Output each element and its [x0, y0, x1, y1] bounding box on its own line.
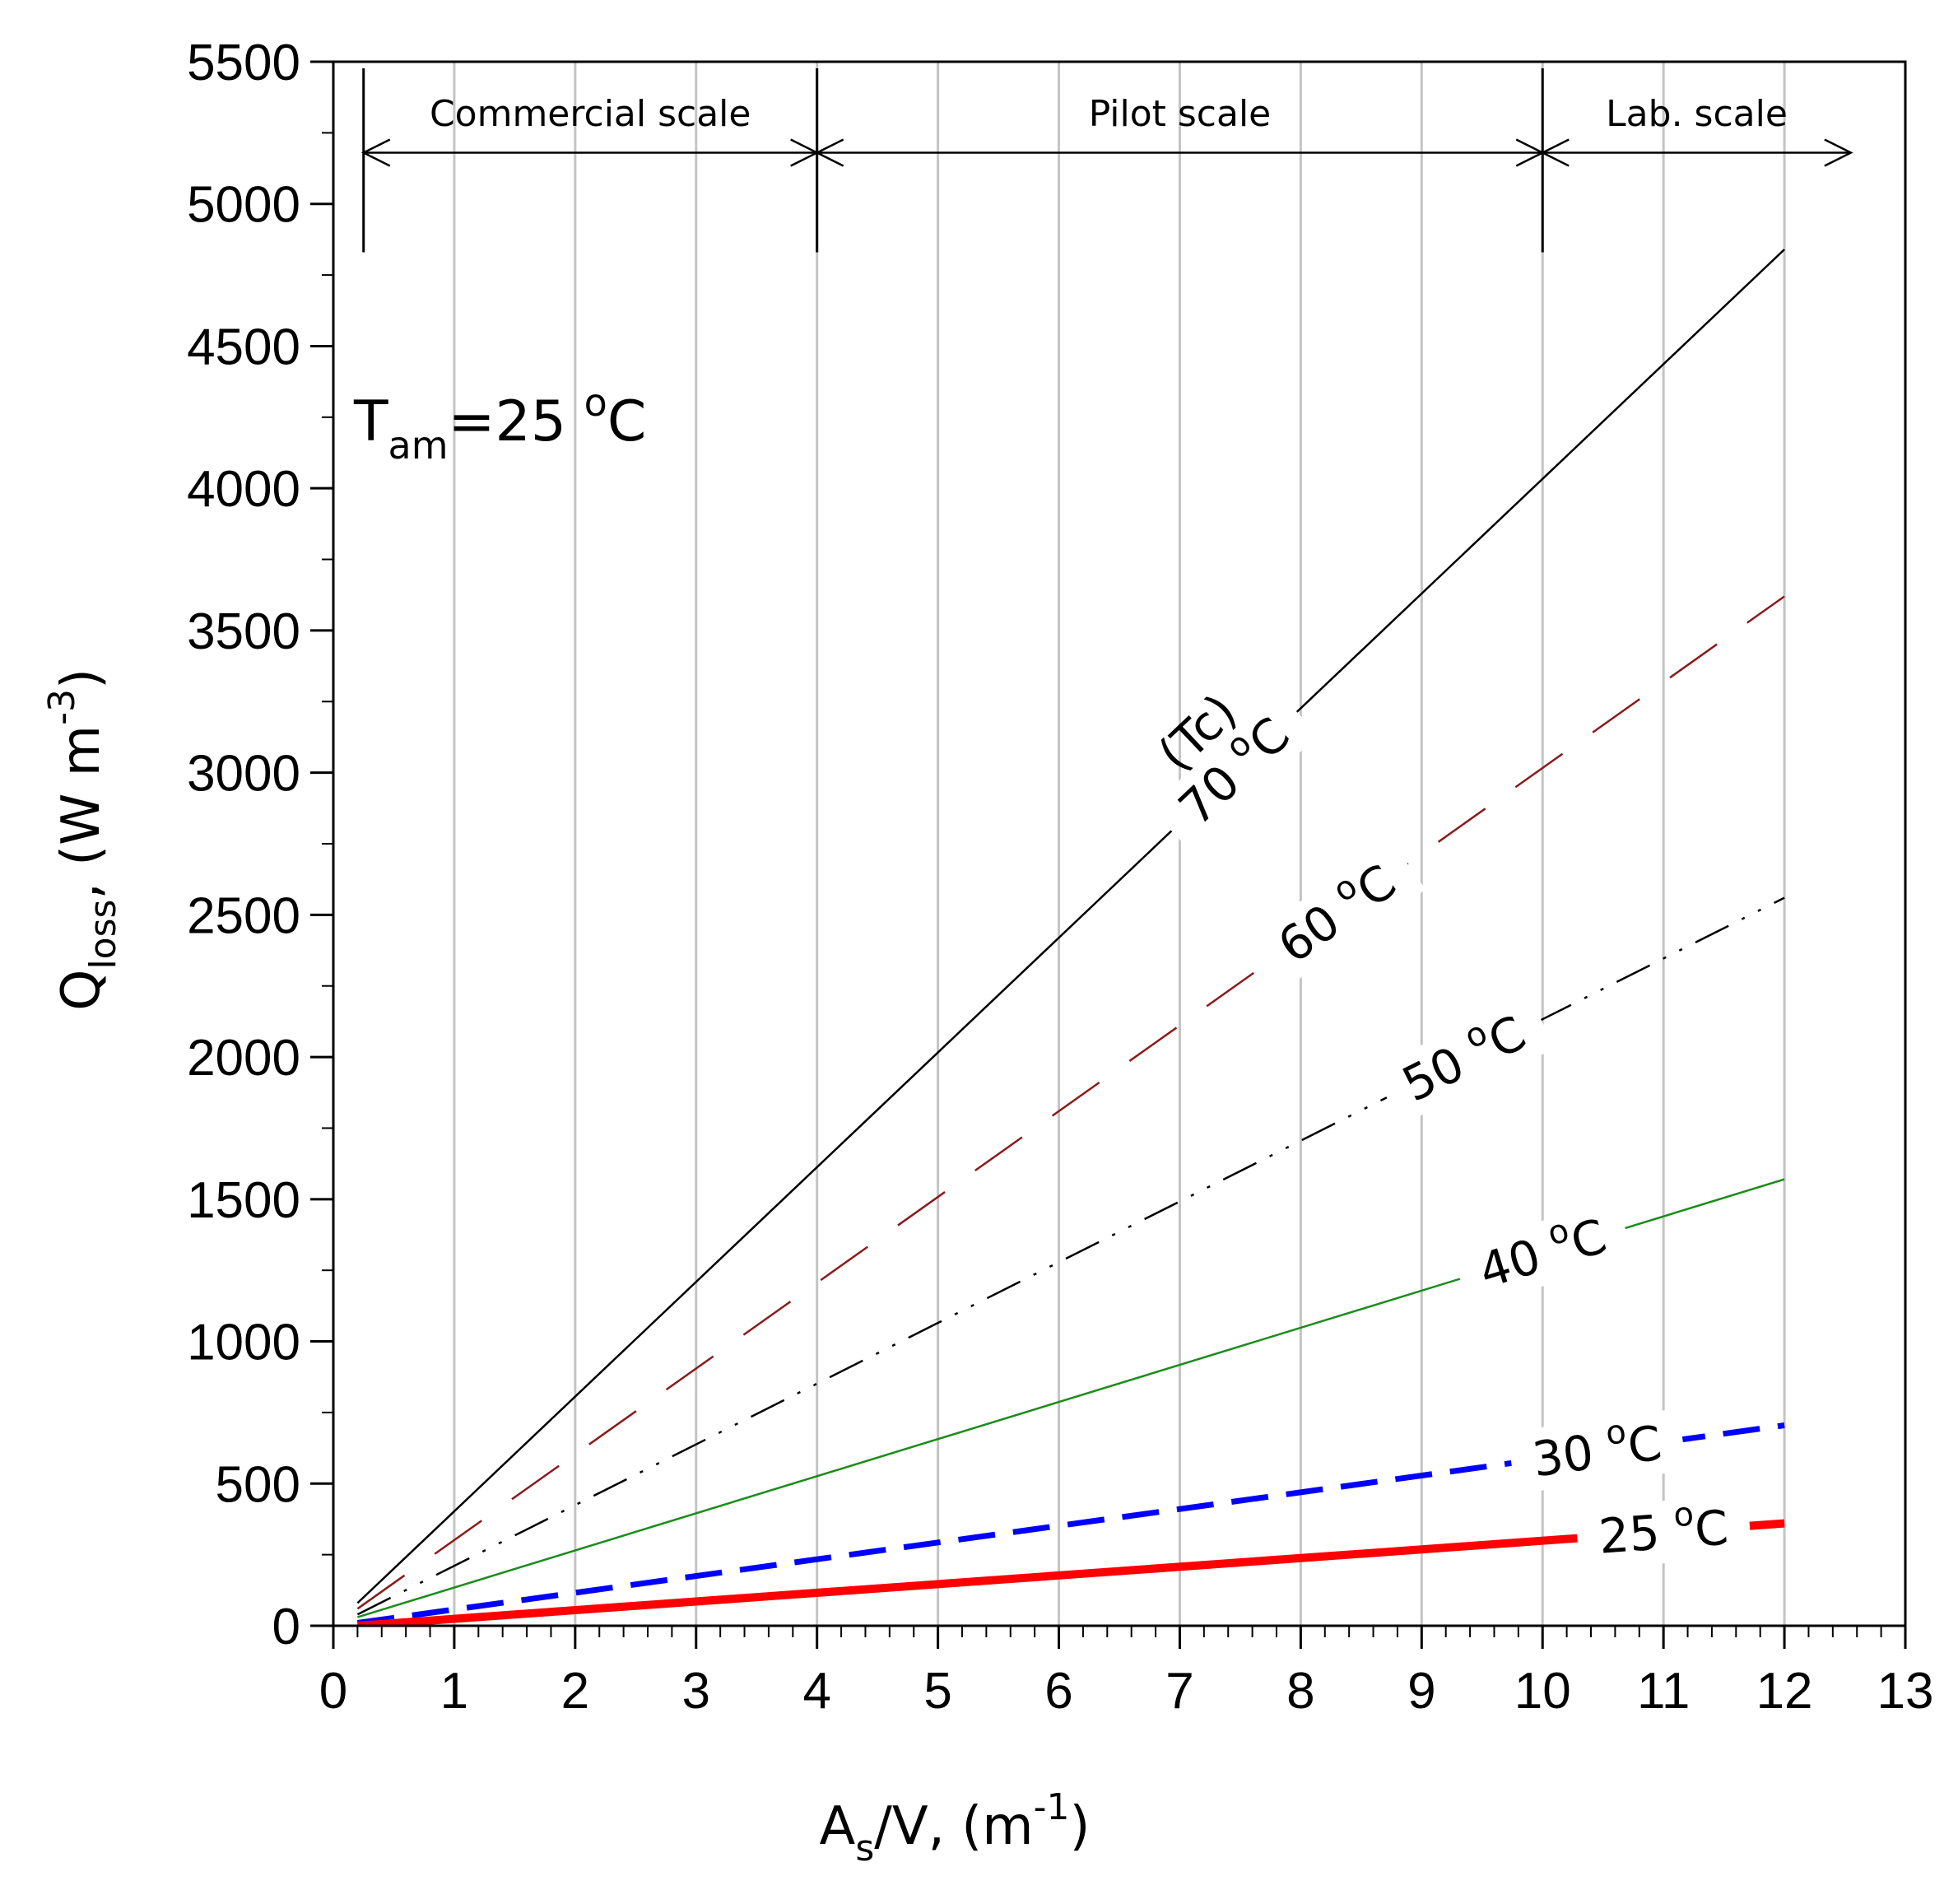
y-tick-label-0: 0: [272, 1599, 300, 1655]
curve-label-30c: 30 oC: [1528, 1408, 1665, 1488]
label-bg-40c: [1450, 1198, 1635, 1309]
x-tick-label-10: 10: [1514, 1663, 1571, 1720]
ambient-temperature-annotation: Tam=25 oC: [353, 380, 646, 468]
series-line-70c: [356, 249, 1785, 1604]
y-tick-label-3000: 3000: [187, 746, 300, 803]
x-tick-label-12: 12: [1756, 1663, 1813, 1720]
x-tick-label-9: 9: [1407, 1663, 1435, 1720]
label-bg-70c: [1150, 689, 1319, 854]
x-tick-label-3: 3: [682, 1663, 710, 1720]
y-tick-label-5500: 5500: [187, 35, 300, 91]
y-axis-title: Qloss, (W m-3): [41, 668, 124, 1011]
y-tick-label-2500: 2500: [187, 887, 300, 944]
series-line-30c: [356, 1422, 1785, 1626]
series-line-50c: [356, 896, 1785, 1616]
x-tick-label-6: 6: [1044, 1663, 1072, 1720]
x-tick-label-2: 2: [561, 1663, 589, 1720]
y-tick-label-1000: 1000: [187, 1315, 300, 1371]
x-tick-label-1: 1: [440, 1663, 468, 1720]
label-backgrounds: [1150, 689, 1752, 1570]
label-bg-30c: [1507, 1408, 1687, 1495]
region-label-commercial-scale: Commercial scale: [430, 93, 751, 135]
x-tick-label-4: 4: [802, 1663, 830, 1720]
y-tick-label-3500: 3500: [187, 603, 300, 660]
x-tick-label-5: 5: [923, 1663, 951, 1720]
series-line-60c: [356, 595, 1785, 1610]
x-tick-label-8: 8: [1286, 1663, 1314, 1720]
series-line-25c: [357, 1519, 1785, 1626]
label-bg-50c: [1372, 992, 1556, 1126]
region-label-lab-scale: Lab. scale: [1606, 93, 1788, 135]
curve-label-25c: 25 oC: [1597, 1493, 1730, 1565]
label-bg-25c: [1574, 1494, 1752, 1570]
ticks: [310, 60, 1907, 1649]
x-axis-title: As/V, (m-1): [820, 1786, 1091, 1869]
region-label-pilot-scale: Pilot scale: [1089, 93, 1272, 135]
x-tick-label-11: 11: [1637, 1663, 1690, 1720]
grid: [453, 62, 1786, 1626]
y-tick-label-4500: 4500: [187, 319, 300, 375]
y-tick-label-1500: 1500: [187, 1172, 300, 1229]
series-layer: [356, 249, 1785, 1626]
arrowhead-left-commercial-scale: [360, 138, 391, 167]
y-tick-label-500: 500: [216, 1456, 300, 1513]
y-tick-label-2000: 2000: [187, 1030, 300, 1087]
tick-labels: 0 1 2 3 4 5 6 7 8 9 10 11 12 130500100015002000250030…: [187, 35, 1933, 1720]
scale-regions: Commercial scale Pilot scale Lab. scale: [360, 68, 1853, 253]
x-tick-label-7: 7: [1165, 1663, 1193, 1720]
x-tick-label-13: 13: [1877, 1663, 1934, 1720]
x-tick-label-0: 0: [319, 1663, 347, 1720]
arrowhead-left-pilot-scale: [814, 138, 844, 167]
arrowhead-left-lab-scale: [1540, 138, 1570, 167]
arrowhead-right-lab-scale: [1824, 138, 1853, 167]
y-tick-label-5000: 5000: [187, 177, 300, 234]
y-tick-label-4000: 4000: [187, 461, 300, 518]
label-bg-60c: [1248, 838, 1426, 989]
